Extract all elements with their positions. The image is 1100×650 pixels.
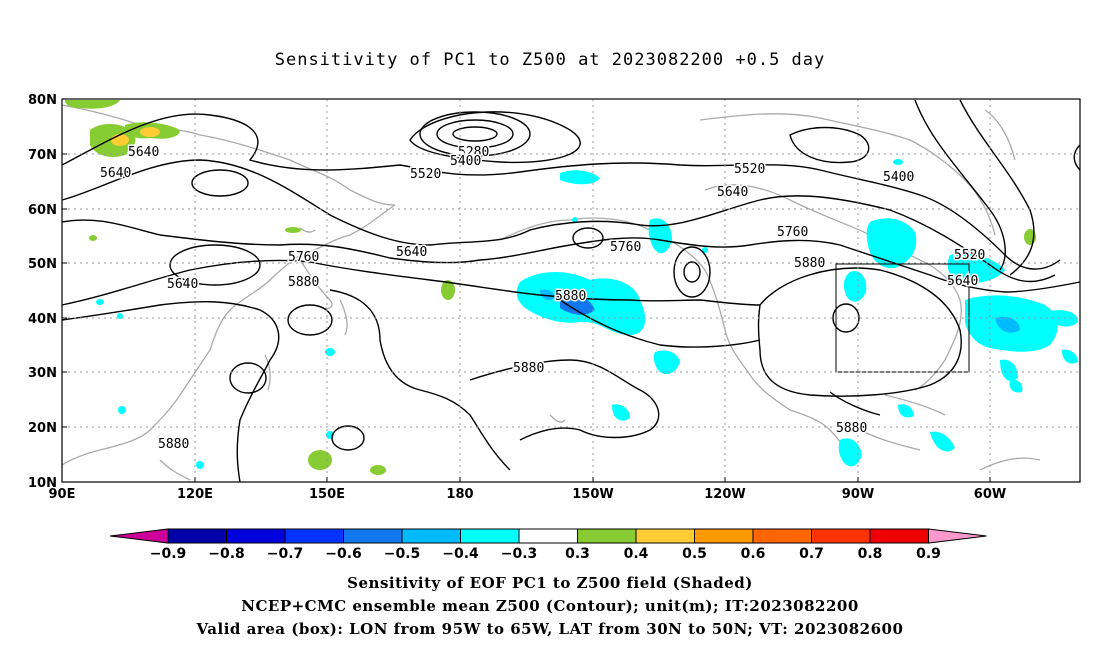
- contour-label: 5640: [396, 245, 427, 260]
- contour-label: 5880: [158, 437, 189, 452]
- gridlines: [62, 99, 1080, 482]
- colorbar-label: −0.9: [150, 546, 187, 562]
- contour-label: 5640: [717, 185, 748, 200]
- colorbar-extend-low: [109, 528, 169, 544]
- contour-label: 5880: [836, 421, 867, 436]
- contour-label: 5280: [458, 145, 489, 160]
- map-title: Sensitivity of PC1 to Z500 at 2023082200…: [274, 50, 826, 70]
- lon-label: 120W: [704, 487, 745, 502]
- contour-label: 5400: [883, 170, 914, 185]
- lat-label: 40N: [28, 312, 57, 327]
- axis-ticks: [62, 153, 991, 482]
- lat-label: 50N: [28, 257, 57, 272]
- caption-contour: NCEP+CMC ensemble mean Z500 (Contour); u…: [241, 597, 859, 615]
- lat-label: 20N: [28, 421, 57, 436]
- colorbar-label: −0.4: [442, 546, 479, 562]
- lat-label: 80N: [28, 93, 57, 108]
- colorbar-swatch: [869, 528, 929, 544]
- map-frame: [61, 98, 1081, 483]
- contour-label: 5760: [777, 225, 808, 240]
- lon-label: 120E: [177, 487, 213, 502]
- caption-shading: Sensitivity of EOF PC1 to Z500 field (Sh…: [347, 574, 753, 592]
- colorbar-label: 0.3: [565, 546, 590, 562]
- contour-label: 5880: [288, 275, 319, 290]
- colorbar-swatch: [518, 528, 578, 544]
- colorbar-swatch: [635, 528, 695, 544]
- colorbar-label: −0.7: [267, 546, 304, 562]
- lon-label: 180: [446, 487, 473, 502]
- contour-label: 5880: [555, 289, 586, 304]
- contour-label: 5520: [410, 167, 441, 182]
- contour-label: 5640: [947, 274, 978, 289]
- caption-valid-area: Valid area (box): LON from 95W to 65W, L…: [196, 620, 904, 638]
- colorbar-swatch: [401, 528, 461, 544]
- contour-label: 5760: [288, 250, 319, 265]
- contour-label: 5880: [794, 256, 825, 271]
- contour-label: 5400: [450, 154, 481, 169]
- contour-label: 5640: [167, 277, 198, 292]
- colorbar-label: −0.5: [384, 546, 421, 562]
- colorbar-swatch: [811, 528, 871, 544]
- colorbar-swatch: [460, 528, 520, 544]
- colorbar-swatch: [752, 528, 812, 544]
- map-canvas: 5280 5400 5400 5520 5520 5640 5640 5640 …: [28, 93, 1081, 562]
- colorbar-label: −0.6: [325, 546, 362, 562]
- colorbar-swatch: [694, 528, 754, 544]
- contour-label: 5520: [954, 248, 985, 263]
- colorbar-label: 0.4: [624, 546, 649, 562]
- lon-label: 90E: [49, 487, 76, 502]
- coastlines: [61, 104, 1041, 481]
- z500-contours: [61, 99, 1081, 483]
- colorbar-label: 0.9: [916, 546, 941, 562]
- lon-label: 150W: [572, 487, 613, 502]
- sensitivity-shading: [65, 100, 1078, 475]
- contour-label: 5520: [734, 162, 765, 177]
- colorbar-label: −0.8: [208, 546, 245, 562]
- colorbar-swatch: [226, 528, 286, 544]
- colorbar-label: 0.7: [799, 546, 824, 562]
- lon-label: 60W: [974, 487, 1006, 502]
- contour-label: 5880: [513, 361, 544, 376]
- lon-label: 150E: [309, 487, 345, 502]
- contour-label: 5640: [100, 166, 131, 181]
- colorbar-swatch: [577, 528, 637, 544]
- lat-label: 10N: [28, 476, 57, 491]
- colorbar-label: −0.3: [501, 546, 538, 562]
- colorbar-swatch: [343, 528, 403, 544]
- contour-label: 5640: [128, 145, 159, 160]
- lat-label: 60N: [28, 203, 57, 218]
- colorbar: −0.9 −0.8 −0.7 −0.6 −0.5 −0.4 −0.3 0.3 0.4 0.5 0.6…: [109, 528, 987, 562]
- lat-label: 70N: [28, 148, 57, 163]
- colorbar-swatch: [284, 528, 344, 544]
- colorbar-label: 0.6: [741, 546, 766, 562]
- colorbar-extend-high: [928, 528, 987, 544]
- lat-labels: 80N 70N 60N 50N 40N 30N 20N 10N: [28, 93, 57, 491]
- colorbar-label: 0.5: [682, 546, 707, 562]
- colorbar-label: 0.8: [858, 546, 883, 562]
- contour-labels: 5280 5400 5400 5520 5520 5640 5640 5640 …: [99, 144, 987, 454]
- contour-label: 5760: [610, 240, 641, 255]
- colorbar-swatch: [167, 528, 227, 544]
- lat-label: 30N: [28, 366, 57, 381]
- lon-label: 90W: [842, 487, 874, 502]
- lon-labels: 90E 120E 150E 180 150W 120W 90W 60W: [49, 487, 1007, 502]
